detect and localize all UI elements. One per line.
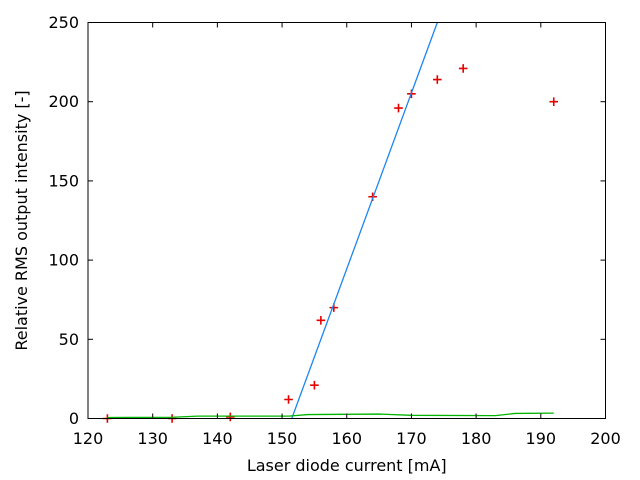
y-axis-title: Relative RMS output intensity [-] (12, 90, 31, 350)
data-point-marker (458, 64, 468, 73)
y-tick-label: 200 (48, 92, 79, 111)
y-tick-label: 100 (48, 251, 79, 270)
data-point-marker (394, 103, 403, 113)
data-point-marker (549, 97, 559, 106)
x-tick-label: 120 (73, 429, 104, 448)
x-tick-label: 140 (202, 429, 233, 448)
data-point-marker (284, 395, 293, 404)
plot-axes: 120 130 140 150 160 170 180 190 200 0 50 100 150 200 2… (48, 13, 620, 448)
y-tick-label: 50 (59, 330, 79, 349)
x-tick-label: 170 (396, 429, 427, 448)
data-point-marker (316, 315, 326, 325)
y-tick-label: 150 (48, 171, 79, 190)
plot-series (103, 22, 559, 423)
x-tick-label: 180 (461, 429, 492, 448)
linear-fit-line (291, 22, 438, 419)
x-tick-label: 200 (590, 429, 621, 448)
data-point-marker (310, 380, 319, 390)
y-tick-label: 250 (48, 13, 79, 32)
data-point-marker (433, 75, 442, 84)
x-axis-title: Laser diode current [mA] (247, 456, 447, 475)
baseline-curve (107, 412, 554, 419)
x-tick-label: 160 (331, 429, 362, 448)
x-tick-label: 130 (137, 429, 168, 448)
data-point-marker (226, 412, 235, 422)
x-tick-label: 190 (526, 429, 557, 448)
plot-axis-titles: Laser diode current [mA] Relative RMS ou… (12, 90, 447, 475)
plot-border (87, 22, 606, 419)
x-tick-label: 150 (267, 429, 298, 448)
y-tick-label: 0 (69, 409, 79, 428)
